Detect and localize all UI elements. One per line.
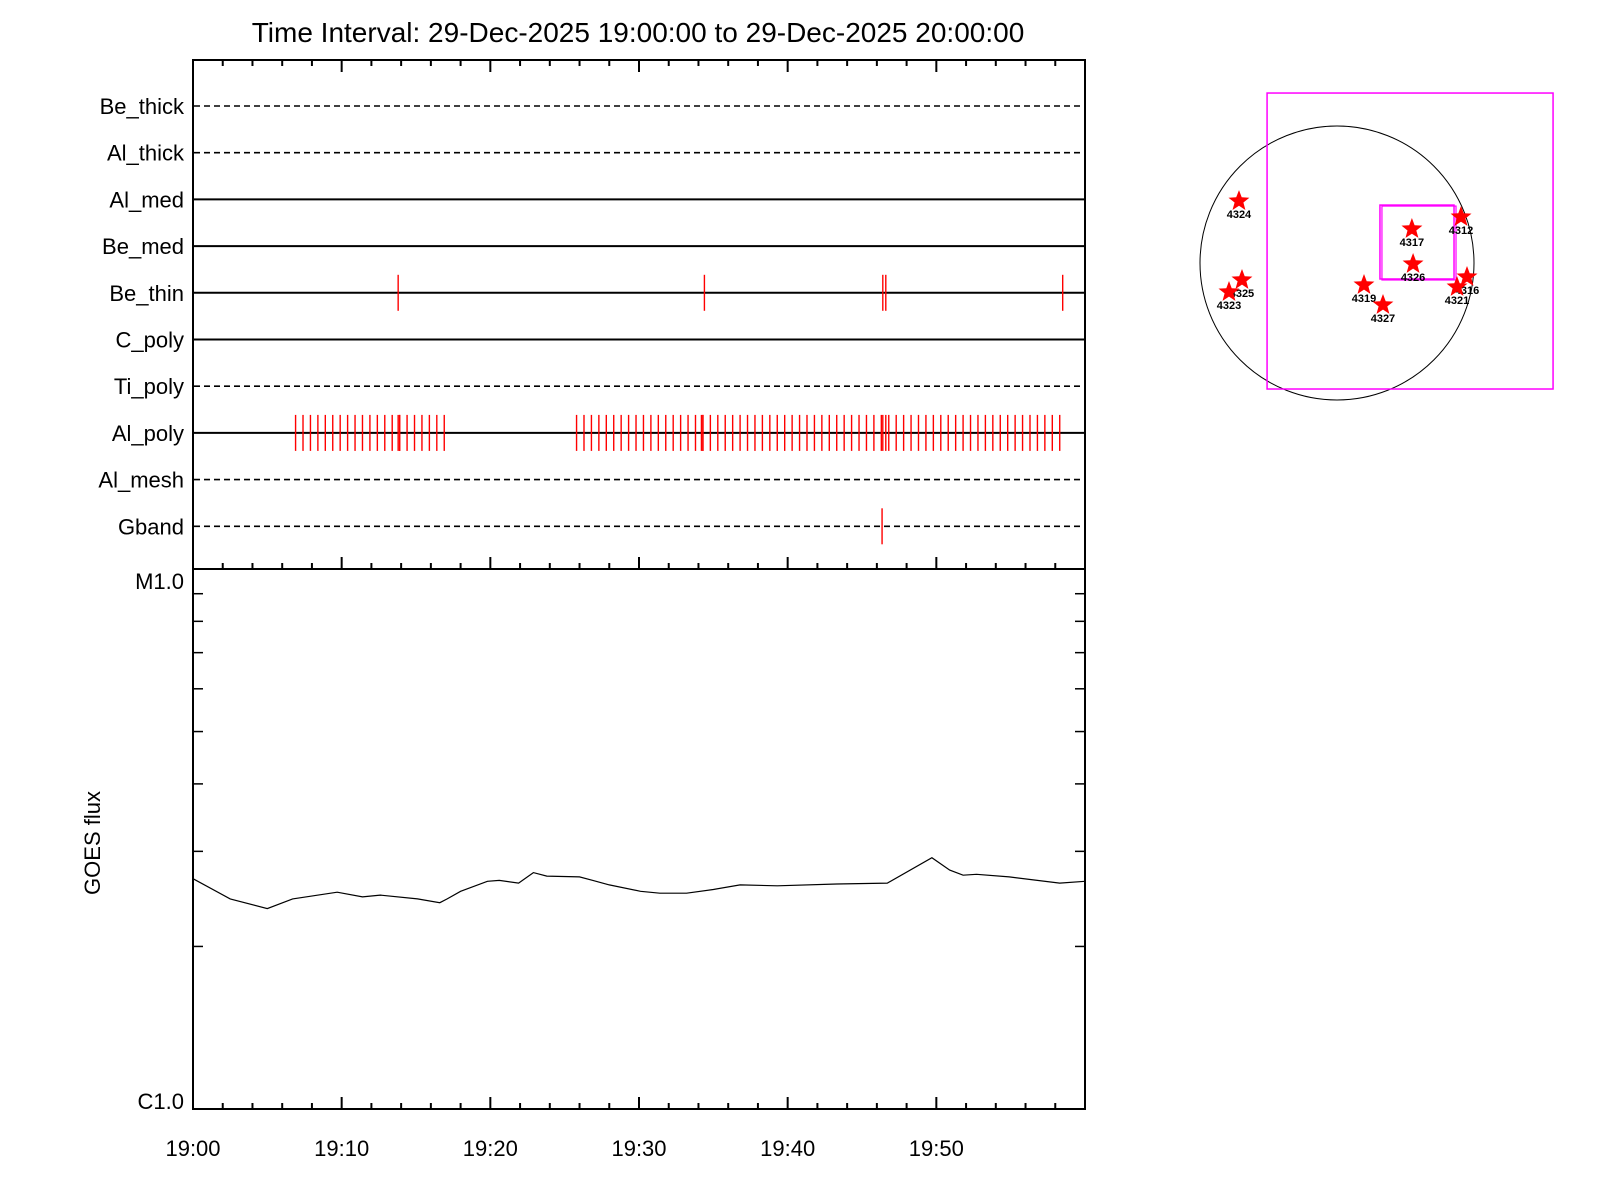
goes-flux-panel: GOES flux M1.0 C1.0 19:00 19:10 19:20 19:30 19…: [80, 568, 1086, 1161]
region-label: 4323: [1217, 300, 1241, 312]
row-label-al_thick: Al_thick: [107, 141, 185, 166]
goes-flux-line: [192, 856, 1086, 910]
row-label-al_mesh: Al_mesh: [98, 468, 184, 493]
region-label: 4326: [1401, 272, 1425, 284]
x-tick-label: 19:00: [165, 1136, 220, 1161]
goes-ylabel: GOES flux: [80, 791, 105, 895]
region-star-icon: [1402, 253, 1424, 273]
y-tick-label: M1.0: [135, 569, 184, 594]
region-label: 4327: [1371, 313, 1395, 325]
x-tick-label: 19:30: [611, 1136, 666, 1161]
region-star-icon: [1372, 294, 1394, 314]
filter-timeline-panel: Be_thick Al_thick Al_med Be_med Be_thin C_pol…: [98, 59, 1086, 570]
goes-frame: [192, 568, 1086, 1110]
region-star-icon: [1231, 269, 1253, 289]
row-label-al_poly: Al_poly: [112, 421, 184, 446]
row-label-be_thick: Be_thick: [100, 94, 185, 119]
region-label: 4317: [1400, 237, 1424, 249]
fov-box-large: [1266, 92, 1554, 390]
region-star-icon: [1446, 276, 1468, 296]
x-tick-label: 19:10: [314, 1136, 369, 1161]
row-label-be_thin: Be_thin: [109, 281, 184, 306]
row-label-ti_poly: Ti_poly: [114, 374, 184, 399]
region-star-icon: [1456, 266, 1478, 286]
region-star-icon: [1401, 218, 1423, 238]
fov-box-small-2: [1381, 205, 1457, 281]
y-tick-label: C1.0: [138, 1089, 184, 1114]
row-label-c_poly: C_poly: [116, 328, 184, 353]
region-star-icon: [1218, 281, 1240, 301]
region-label: 4312: [1449, 225, 1473, 237]
x-tick-label: 19:50: [909, 1136, 964, 1161]
chart-title: Time Interval: 29-Dec-2025 19:00:00 to 2…: [252, 17, 1025, 48]
x-tick-label: 19:40: [760, 1136, 815, 1161]
region-label: 4324: [1227, 209, 1252, 221]
solar-disk: [1199, 125, 1475, 401]
region-label: 4321: [1445, 295, 1469, 307]
region-star-icon: [1228, 190, 1250, 210]
region-star-icon: [1450, 206, 1472, 226]
region-label: 4319: [1352, 293, 1376, 305]
row-label-al_med: Al_med: [109, 187, 184, 212]
fov-box-small: [1379, 204, 1455, 280]
row-label-be_med: Be_med: [102, 234, 184, 259]
timeline-frame: [192, 59, 1086, 570]
row-label-gband: Gband: [118, 514, 184, 539]
region-star-icon: [1353, 274, 1375, 294]
x-tick-label: 19:20: [463, 1136, 518, 1161]
